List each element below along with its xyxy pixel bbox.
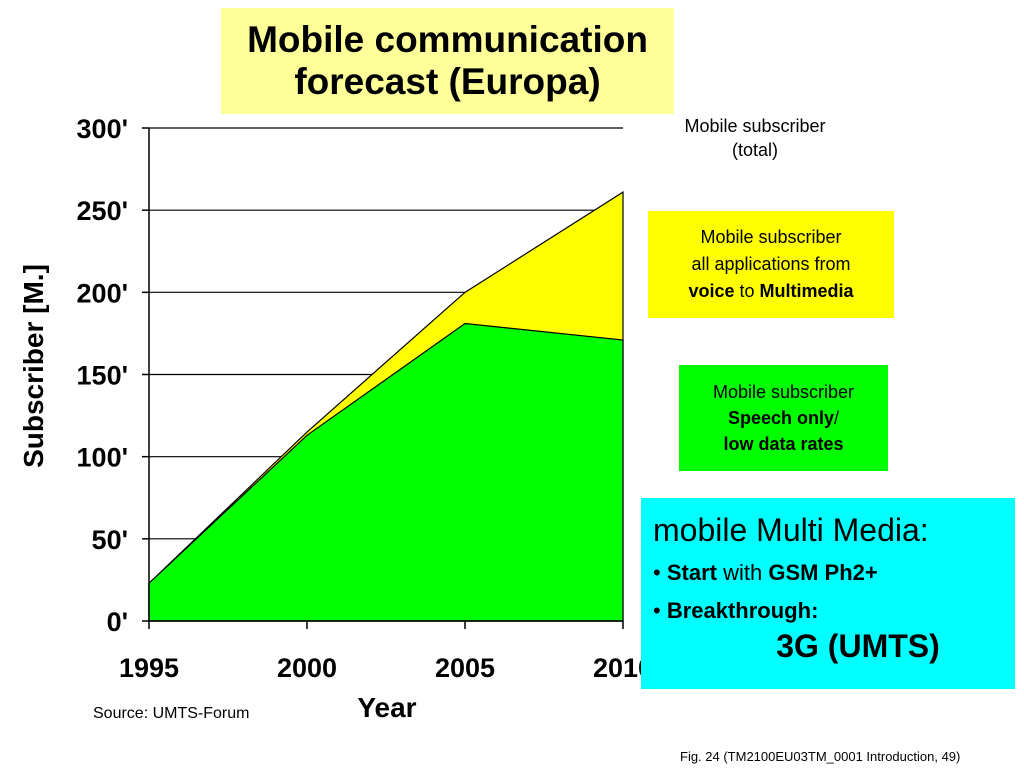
voice-text: voice	[688, 281, 735, 301]
y-tick-label-0: 0'	[107, 607, 128, 637]
gsm-text: GSM Ph2+	[768, 560, 878, 585]
y-tick-label-100: 100'	[77, 443, 128, 473]
x-tick-label-1995: 1995	[119, 653, 179, 683]
y-tick-label-50: 50'	[92, 525, 128, 555]
low-data-text: low data rates	[723, 434, 844, 454]
slash-text: /	[834, 408, 840, 428]
speech-line-3: low data rates	[723, 431, 843, 457]
all-applications-legend: Mobile subscriber all applications from …	[648, 211, 894, 318]
multimedia-text: Multimedia	[759, 281, 854, 301]
breakthrough-text: Breakthrough:	[666, 598, 819, 623]
total-series-label: Mobile subscriber (total)	[650, 114, 860, 162]
title-line-1: Mobile communication	[247, 19, 648, 60]
title-line-2: forecast (Europa)	[294, 61, 601, 102]
all-apps-line-3: voice to Multimedia	[688, 278, 853, 305]
total-label-line-1: Mobile subscriber	[684, 116, 826, 136]
speech-line-1: Mobile subscriber	[712, 382, 855, 402]
bullet-dot-1: •	[653, 560, 661, 585]
speech-line-2: Speech only/	[728, 405, 839, 431]
y-tick-label-150: 150'	[77, 361, 128, 391]
figure-caption: Fig. 24 (TM2100EU03TM_0001 Introduction,…	[680, 749, 961, 764]
all-apps-line-1: Mobile subscriber	[700, 227, 842, 247]
bullet-dot-2: •	[653, 598, 661, 623]
y-axis-label: Subscriber [M.]	[18, 264, 49, 468]
y-tick-label-300: 300'	[77, 114, 128, 144]
title-box: Mobile communication forecast (Europa)	[221, 8, 674, 114]
bullet-breakthrough: • Breakthrough:	[653, 596, 1003, 626]
total-label-line-2: (total)	[731, 140, 778, 160]
multimedia-info-box: mobile Multi Media: • Start with GSM Ph2…	[641, 498, 1015, 689]
with-text: with	[723, 560, 763, 585]
y-tick-label-200: 200'	[77, 278, 128, 308]
speech-only-legend: Mobile subscriber Speech only/ low data …	[679, 365, 888, 471]
y-tick-label-250: 250'	[77, 196, 128, 226]
umts-text: 3G (UMTS)	[776, 628, 940, 664]
all-apps-line-2: all applications from	[691, 254, 851, 274]
start-text: Start	[666, 560, 717, 585]
info-heading: mobile Multi Media:	[653, 512, 929, 548]
x-axis-label: Year	[357, 692, 417, 723]
bullet-start: • Start with GSM Ph2+	[653, 558, 1003, 588]
speech-only-text: Speech only	[727, 408, 834, 428]
x-tick-label-2000: 2000	[277, 653, 337, 683]
x-tick-label-2005: 2005	[435, 653, 495, 683]
to-text: to	[739, 281, 755, 301]
source-note: Source: UMTS-Forum	[93, 705, 250, 722]
